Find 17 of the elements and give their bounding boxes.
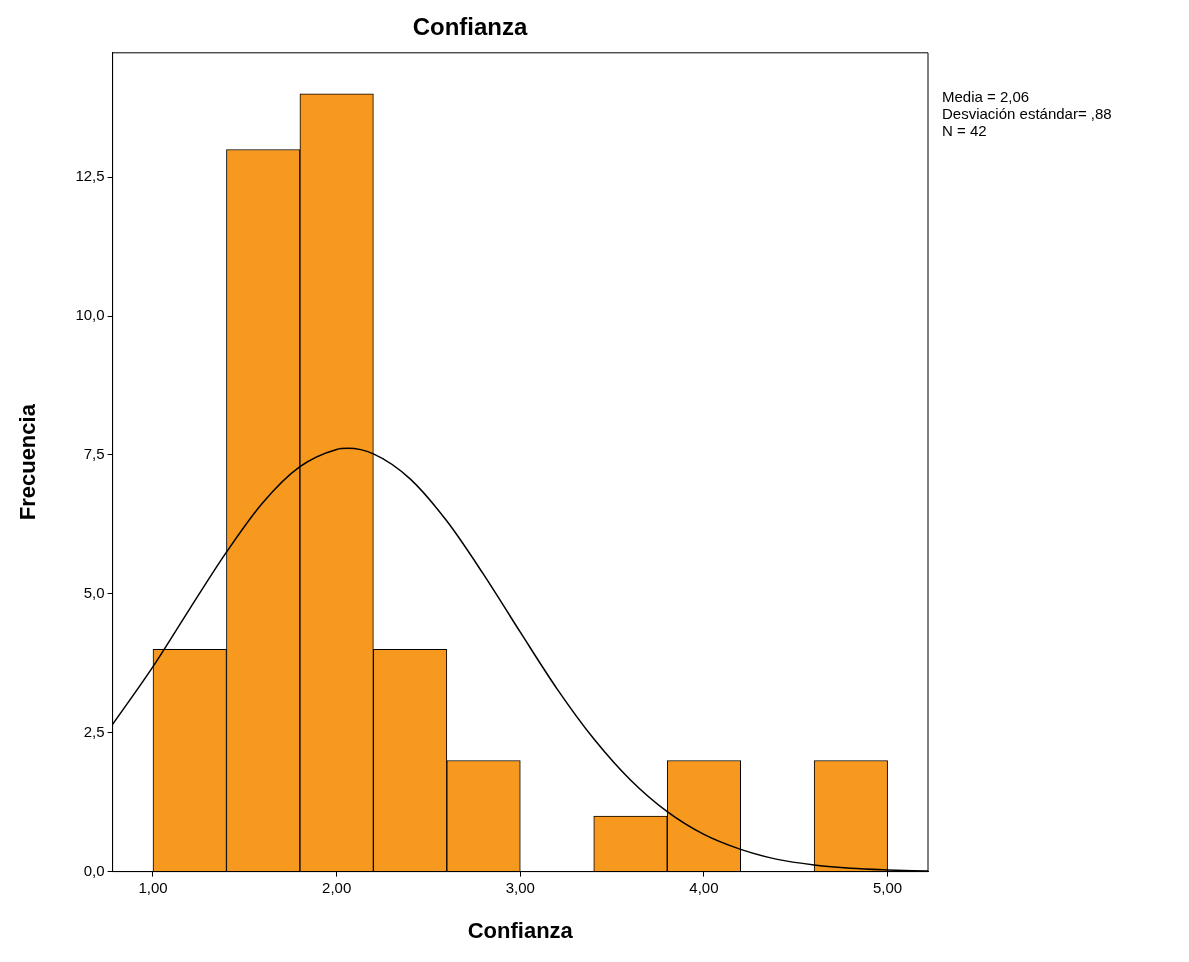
y-tick-label: 10,0 <box>75 306 105 324</box>
y-tick-label: 0,0 <box>83 861 105 879</box>
y-tick-label: 7,5 <box>83 445 105 463</box>
y-tick-label: 2,5 <box>83 722 105 740</box>
y-tick-label: 5,0 <box>83 583 105 601</box>
text: N = 42 <box>942 122 987 140</box>
chart-title: Confianza <box>412 13 528 41</box>
text: Media = 2,06 <box>942 88 1030 106</box>
text: Desviación estándar= ,88 <box>942 105 1112 123</box>
y-tick-label: 12,5 <box>75 167 105 185</box>
x-axis-title: Confianza <box>467 917 574 943</box>
x-tick-label: 4,00 <box>689 878 719 896</box>
x-tick-label: 2,00 <box>322 878 352 896</box>
y-axis-title: Frecuencia <box>15 403 41 521</box>
x-tick-label: 3,00 <box>505 878 535 896</box>
x-tick-label: 5,00 <box>873 878 903 896</box>
x-tick-label: 1,00 <box>138 878 168 896</box>
